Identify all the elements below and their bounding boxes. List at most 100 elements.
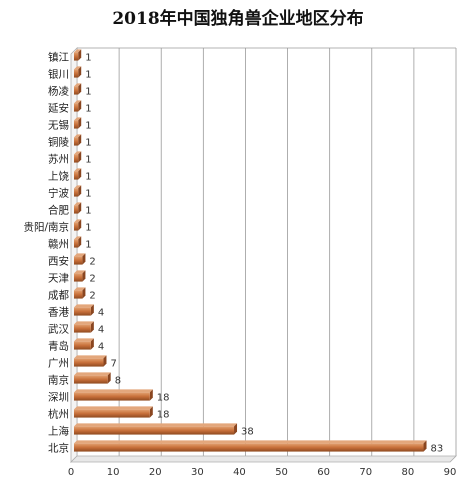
bar — [74, 358, 104, 367]
x-tick-label: 10 — [107, 467, 120, 478]
bar-top — [74, 440, 427, 444]
value-label: 2 — [89, 274, 95, 285]
value-label: 1 — [85, 155, 91, 166]
category-label: 宁波 — [48, 187, 69, 200]
category-label: 贵阳/南京 — [23, 221, 69, 234]
category-label: 无锡 — [48, 119, 69, 132]
bar — [74, 273, 83, 282]
labels-layer: 0 10 20 30 40 50 60 70 80 90 镇江 1 银川 1 杨凌 1 延安 1 无锡 1 铜陵 1 苏州 1… — [23, 51, 456, 479]
category-label: 银川 — [48, 68, 69, 81]
x-tick-label: 90 — [444, 467, 457, 478]
bar — [74, 426, 235, 435]
x-tick-label: 60 — [317, 467, 330, 478]
value-label: 4 — [98, 308, 104, 319]
value-label: 2 — [89, 257, 95, 268]
value-label: 4 — [98, 325, 104, 336]
category-label: 北京 — [48, 442, 69, 455]
value-label: 1 — [85, 223, 91, 234]
category-label: 广州 — [48, 358, 69, 370]
value-label: 1 — [85, 87, 91, 98]
bar — [74, 103, 79, 112]
bar-top — [74, 321, 94, 325]
bar-end — [423, 440, 427, 452]
x-tick-label: 0 — [68, 467, 74, 478]
bar — [74, 171, 79, 180]
bar-top — [74, 49, 82, 53]
bar-top — [74, 202, 82, 206]
bar-top — [74, 304, 94, 308]
category-label: 上饶 — [48, 170, 69, 183]
bar-top — [74, 372, 111, 376]
value-label: 1 — [85, 53, 91, 64]
value-label: 2 — [89, 291, 95, 302]
bar-end — [78, 100, 82, 112]
x-tick-label: 80 — [402, 467, 415, 478]
bar-top — [74, 100, 82, 104]
value-label: 1 — [85, 189, 91, 200]
bar — [74, 443, 424, 452]
bar-end — [78, 83, 82, 95]
bar-end — [90, 338, 94, 350]
category-label: 苏州 — [48, 153, 69, 166]
bar-top — [74, 219, 82, 223]
value-label: 1 — [85, 70, 91, 81]
bar-top — [74, 83, 82, 87]
bar-top — [74, 66, 82, 70]
bar-end — [82, 270, 86, 282]
value-label: 1 — [85, 104, 91, 115]
bar-end — [234, 423, 238, 435]
bar-end — [149, 406, 153, 418]
category-label: 天津 — [48, 273, 69, 285]
axis-floor — [70, 455, 457, 463]
bar-top — [74, 423, 238, 427]
bar — [74, 188, 79, 197]
bar — [74, 392, 150, 401]
bar-end — [78, 66, 82, 78]
bar-top — [74, 389, 153, 393]
bar-end — [78, 49, 82, 61]
bar-end — [78, 185, 82, 197]
bar — [74, 375, 108, 384]
category-label: 镇江 — [48, 51, 69, 64]
category-label: 赣州 — [48, 238, 69, 251]
bar-top — [74, 270, 86, 274]
bar — [74, 324, 91, 333]
value-label: 1 — [85, 240, 91, 251]
value-label: 1 — [85, 121, 91, 132]
bars-layer — [74, 49, 427, 452]
bar — [74, 341, 91, 350]
bar-top — [74, 185, 82, 189]
bar-end — [78, 202, 82, 214]
bar — [74, 120, 79, 129]
bar — [74, 137, 79, 146]
bar-end — [78, 219, 82, 231]
category-label: 延安 — [48, 102, 69, 115]
bar-top — [74, 117, 82, 121]
category-label: 合肥 — [48, 204, 69, 217]
value-label: 18 — [157, 393, 170, 404]
bar-top — [74, 134, 82, 138]
category-label: 南京 — [48, 374, 69, 387]
bar — [74, 409, 150, 418]
bar-top — [74, 355, 107, 359]
category-label: 深圳 — [48, 392, 69, 404]
category-label: 武汉 — [48, 323, 69, 336]
value-label: 1 — [85, 172, 91, 183]
bar — [74, 290, 83, 299]
bar-end — [103, 355, 107, 367]
value-label: 18 — [157, 410, 170, 421]
bar-end — [78, 151, 82, 163]
bar — [74, 307, 91, 316]
bar-end — [82, 253, 86, 265]
bar-end — [90, 321, 94, 333]
bar-top — [74, 253, 86, 257]
bar-end — [78, 236, 82, 248]
bar-top — [74, 236, 82, 240]
bar — [74, 239, 79, 248]
bar — [74, 69, 79, 78]
category-label: 杭州 — [48, 408, 69, 421]
bar-end — [107, 372, 111, 384]
value-label: 83 — [431, 444, 444, 455]
bar-top — [74, 287, 86, 291]
